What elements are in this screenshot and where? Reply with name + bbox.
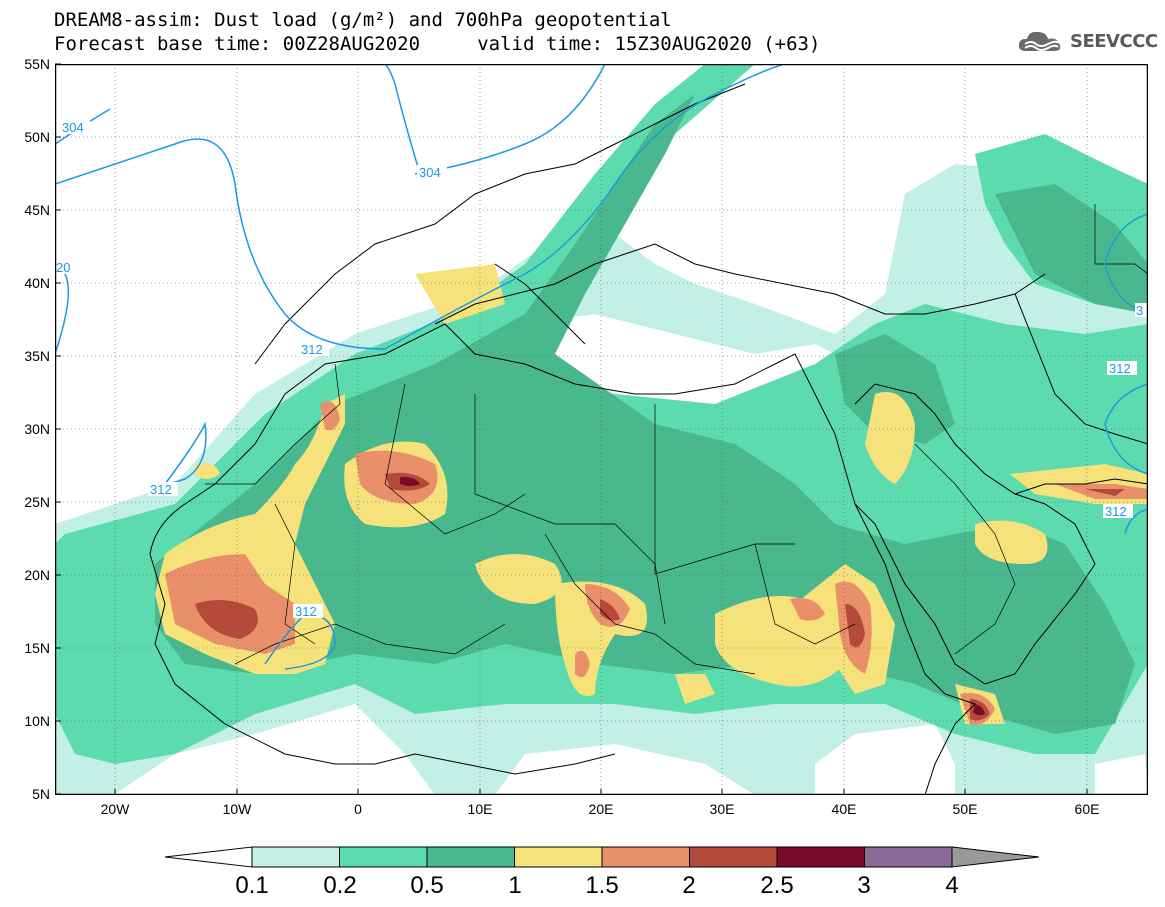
- contour-label: 312: [1109, 361, 1131, 376]
- lat-label: 45N: [24, 202, 50, 218]
- colorbar-swatch: [251, 846, 340, 868]
- lon-label: 10W: [222, 801, 252, 817]
- lat-label: 30N: [24, 421, 50, 437]
- logo-text: SEEVCCC: [1070, 30, 1158, 52]
- colorbar-low-arrow: [164, 846, 253, 868]
- seevccc-logo: SEEVCCC: [1016, 26, 1158, 56]
- lon-label: 20E: [588, 801, 614, 817]
- lat-label: 35N: [24, 348, 50, 364]
- colorbar-swatch: [514, 846, 603, 868]
- lat-label: 20N: [24, 567, 50, 583]
- colorbar-tick-label: 1: [508, 872, 522, 899]
- lon-label: 50E: [952, 801, 978, 817]
- contour-label: 312: [301, 342, 323, 357]
- lon-label: 40E: [831, 801, 857, 817]
- contour-label: 3: [1136, 303, 1143, 318]
- lat-label: 55N: [24, 56, 50, 72]
- lat-label: 5N: [32, 786, 50, 802]
- coastlines: [149, 83, 1148, 795]
- dust-load-map: 304 304 20 312 312 312 312 312 3: [55, 64, 1148, 795]
- colorbar-swatch: [601, 846, 690, 868]
- colorbar-tick-label: 4: [945, 872, 959, 899]
- lat-label: 50N: [24, 129, 50, 145]
- colorbar-swatch: [864, 846, 953, 868]
- lat-label: 15N: [24, 640, 50, 656]
- colorbar-swatch: [776, 846, 865, 868]
- dust-layer-2.5: [400, 476, 985, 716]
- lon-label: 10E: [467, 801, 493, 817]
- contour-label: 312: [1105, 504, 1127, 519]
- lat-label: 40N: [24, 275, 50, 291]
- colorbar-tick-label: 0.5: [410, 872, 444, 899]
- lon-label: 60E: [1074, 801, 1100, 817]
- contour-label: 20: [56, 260, 70, 275]
- contour-label: 304: [419, 165, 441, 180]
- colorbar-high-arrow: [951, 846, 1040, 868]
- colorbar-swatch: [689, 846, 778, 868]
- lat-label: 25N: [24, 494, 50, 510]
- colorbar-swatch: [339, 846, 428, 868]
- cloud-logo-icon: [1018, 31, 1061, 51]
- map-title: DREAM8-assim: Dust load (g/m²) and 700hP…: [54, 9, 672, 31]
- lat-label: 10N: [24, 713, 50, 729]
- map-subtitle: Forecast base time: 00Z28AUG2020 valid t…: [54, 33, 821, 55]
- colorbar-tick-label: 2: [682, 872, 696, 899]
- lon-label: 0: [354, 801, 362, 817]
- colorbar-tick-label: 1.5: [585, 872, 619, 899]
- colorbar-tick-label: 3: [857, 872, 871, 899]
- colorbar-tick-label: 0.2: [323, 872, 357, 899]
- colorbar: [164, 846, 1040, 868]
- lon-label: 30E: [709, 801, 735, 817]
- contour-label: 312: [295, 604, 317, 619]
- colorbar-tick-label: 0.1: [235, 872, 269, 899]
- colorbar-swatch: [426, 846, 515, 868]
- contour-label: 304: [62, 120, 84, 135]
- contour-label: 312: [150, 482, 172, 497]
- country-borders: [205, 204, 1148, 675]
- lon-label: 20W: [100, 801, 130, 817]
- colorbar-tick-label: 2.5: [760, 872, 794, 899]
